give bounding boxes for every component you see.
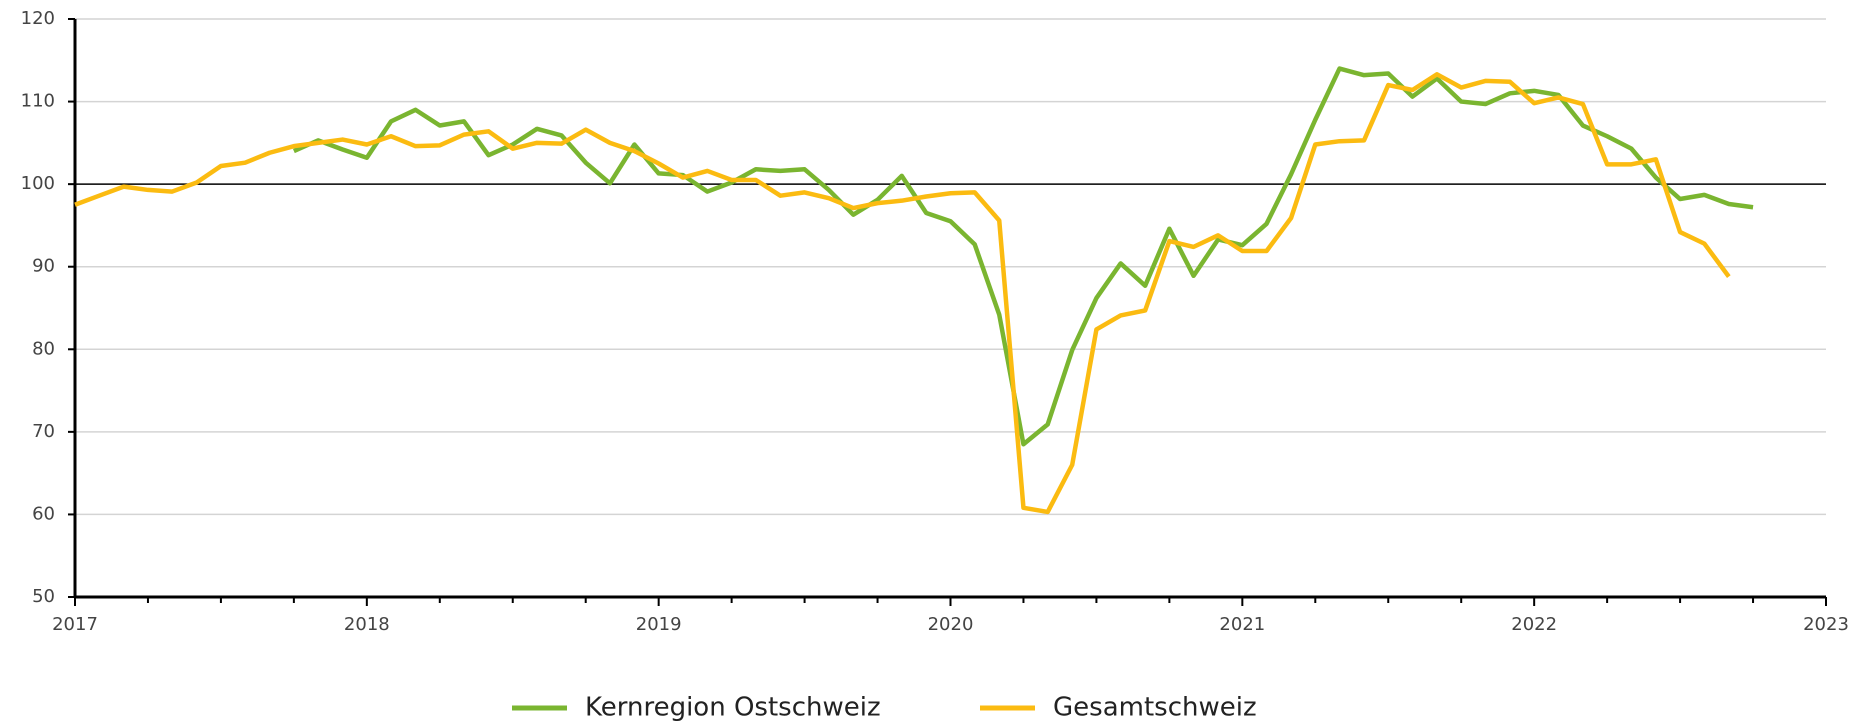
x-tick-label: 2018 <box>344 614 390 635</box>
y-tick-label: 70 <box>32 421 55 442</box>
legend-label: Kernregion Ostschweiz <box>585 693 881 723</box>
x-tick-label: 2017 <box>52 614 98 635</box>
y-tick-label: 120 <box>21 8 55 29</box>
y-tick-label: 110 <box>21 91 55 112</box>
x-tick-label: 2023 <box>1803 614 1849 635</box>
y-tick-label: 100 <box>21 173 55 194</box>
series-line <box>292 66 1754 447</box>
y-tick-label: 50 <box>32 586 55 607</box>
x-tick-label: 2022 <box>1511 614 1557 635</box>
x-tick-label: 2019 <box>636 614 682 635</box>
series-line <box>74 72 1731 515</box>
x-tick-label: 2021 <box>1219 614 1265 635</box>
y-tick-label: 80 <box>32 338 55 359</box>
legend-label: Gesamtschweiz <box>1053 693 1257 723</box>
x-tick-label: 2020 <box>928 614 974 635</box>
y-tick-label: 90 <box>32 256 55 277</box>
y-tick-label: 60 <box>32 503 55 524</box>
